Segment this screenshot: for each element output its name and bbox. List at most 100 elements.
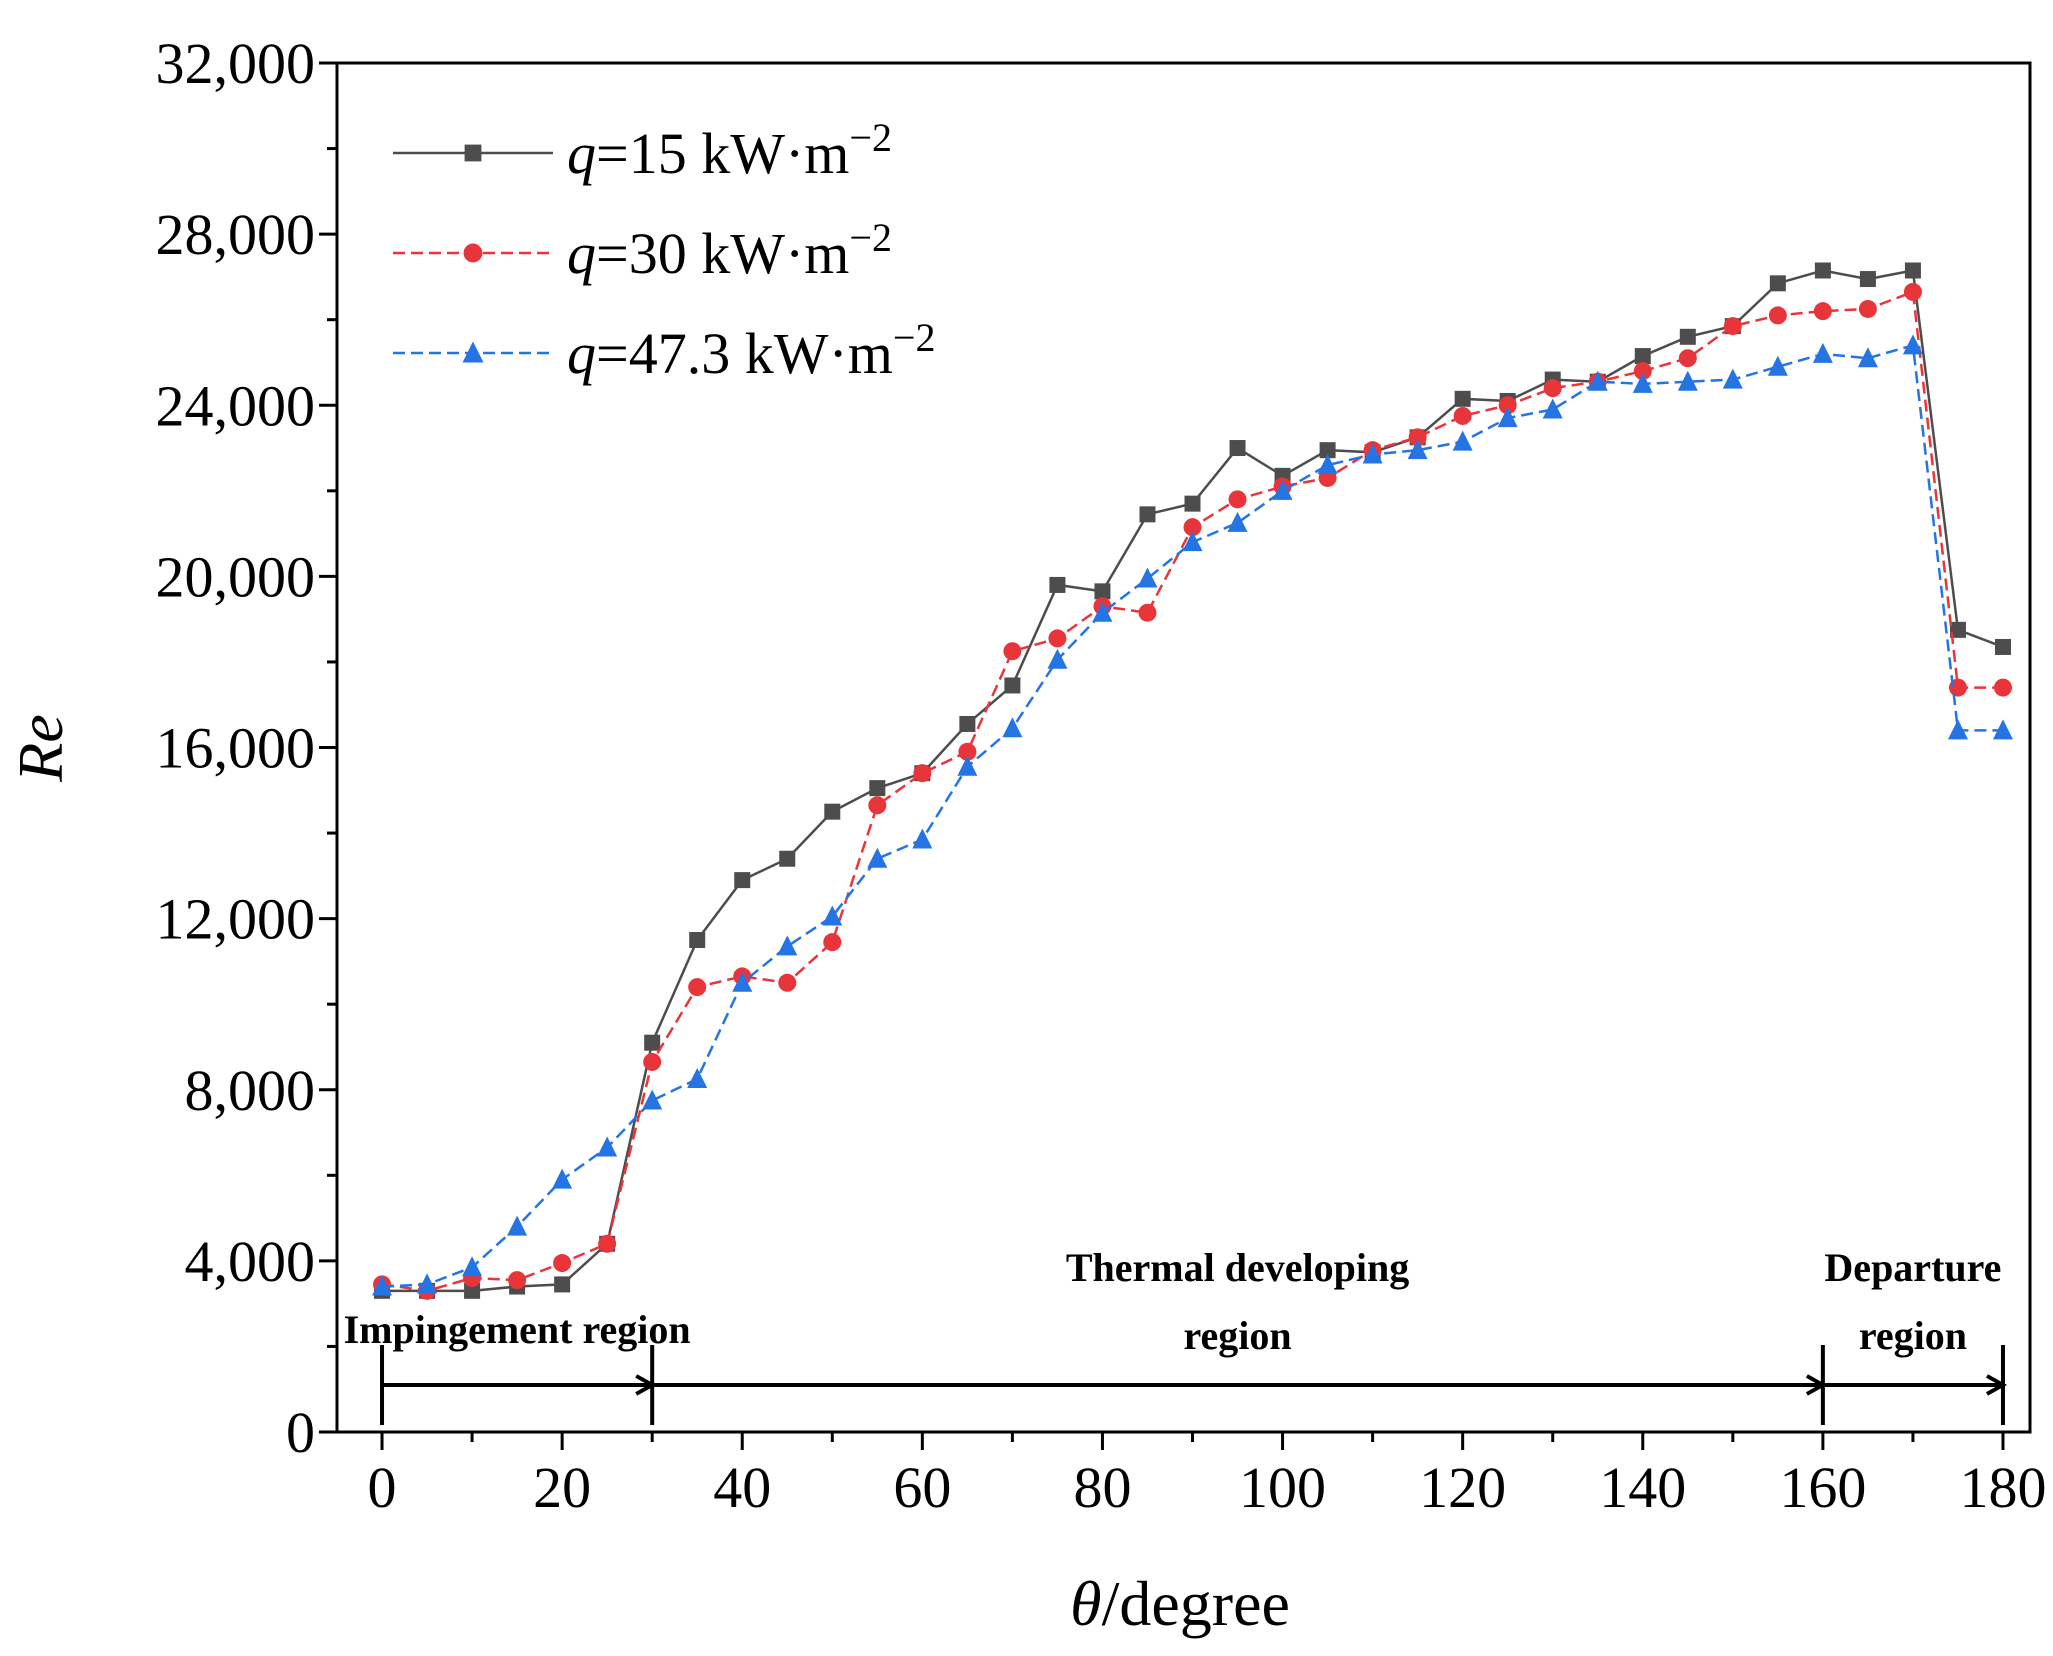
y-tick-label: 16,000 (156, 716, 316, 781)
data-point-triangle (1992, 719, 2013, 740)
data-point-square (1049, 576, 1066, 593)
data-point-triangle (1272, 479, 1293, 500)
data-point-circle (1498, 396, 1517, 415)
legend-label-value: =15 kW·m (596, 121, 849, 186)
data-point-triangle (1137, 567, 1158, 588)
data-point-square (824, 803, 841, 820)
region-label: region (1183, 1313, 1291, 1358)
data-point-circle (1993, 678, 2012, 697)
data-point-square (1814, 262, 1831, 279)
data-point-triangle (1092, 601, 1113, 622)
region-annotations: Impingement region Thermal developing regi… (344, 1245, 2008, 1425)
legend-label-q: q (567, 321, 596, 386)
y-tick-label: 8,000 (185, 1058, 316, 1123)
legend-item: q=30 kW·m−2 (393, 215, 892, 286)
x-axis-ticks: 0 20 40 60 80 100 120 140 160 180 (368, 1432, 2046, 1520)
legend-label: q=30 kW·m−2 (567, 215, 892, 286)
data-point-circle (463, 243, 483, 263)
data-point-triangle (1542, 398, 1563, 419)
data-point-circle (553, 1254, 572, 1273)
x-tick-label: 180 (1959, 1455, 2046, 1520)
data-point-square (734, 872, 751, 889)
data-point-triangle (1677, 370, 1698, 391)
legend-label-exponent: −2 (849, 115, 892, 160)
data-point-triangle (822, 905, 843, 926)
data-point-circle (823, 933, 842, 952)
legend-label-exponent: −2 (849, 215, 892, 260)
data-point-triangle (462, 1256, 483, 1277)
data-point-square (1229, 440, 1246, 457)
x-tick-label: 80 (1073, 1455, 1131, 1520)
region-label: Departure (1824, 1245, 2001, 1290)
data-point-circle (958, 742, 977, 761)
data-point-square (1094, 583, 1111, 600)
legend: q=15 kW·m−2q=30 kW·m−2q=47.3 kW·m−2 (393, 115, 935, 386)
data-point-square (644, 1034, 661, 1051)
data-point-square (464, 144, 482, 162)
data-point-triangle (1227, 511, 1248, 532)
data-point-square (1184, 495, 1201, 512)
data-point-triangle (912, 828, 933, 849)
y-tick-label: 12,000 (156, 887, 316, 952)
x-tick-label: 60 (893, 1455, 951, 1520)
data-point-square (1634, 348, 1651, 365)
data-point-triangle (687, 1068, 708, 1089)
data-point-circle (1678, 349, 1697, 368)
series-line (381, 343, 2003, 1288)
y-tick-label: 24,000 (156, 373, 316, 438)
x-tick-label: 40 (713, 1455, 771, 1520)
region-label: region (1859, 1313, 1967, 1358)
data-point-triangle (1632, 372, 1653, 393)
data-point-triangle (1857, 347, 1878, 368)
legend-label-value: =30 kW·m (596, 221, 849, 286)
data-point-triangle (507, 1215, 528, 1236)
data-point-triangle (867, 847, 888, 868)
data-point-circle (1138, 603, 1157, 622)
region-label: Thermal developing (1066, 1245, 1409, 1290)
x-tick-label: 0 (368, 1455, 397, 1520)
series-line (382, 269, 2004, 1293)
data-point-triangle (777, 935, 798, 956)
data-point-circle (1768, 306, 1787, 325)
legend-item: q=15 kW·m−2 (393, 115, 892, 186)
data-point-square (464, 1282, 481, 1299)
data-point-triangle (1902, 334, 1923, 355)
series-line (381, 290, 2003, 1293)
y-tick-label: 32,000 (156, 31, 316, 96)
data-point-triangle (1497, 407, 1518, 428)
data-point-circle (1543, 379, 1562, 398)
data-point-square (1004, 677, 1021, 694)
data-point-triangle (372, 1275, 393, 1296)
data-point-triangle (957, 755, 978, 776)
data-point-square (779, 850, 796, 867)
data-point-square (1769, 275, 1786, 292)
legend-label: q=47.3 kW·m−2 (567, 315, 935, 386)
region-label: Impingement region (344, 1307, 691, 1352)
data-point-triangle (417, 1273, 438, 1294)
legend-label-q: q (567, 121, 596, 186)
series-1 (374, 262, 2011, 1299)
data-point-square (959, 715, 976, 732)
series-layer (372, 262, 2013, 1300)
data-point-triangle (732, 971, 753, 992)
data-point-circle (1453, 406, 1472, 425)
data-point-circle (1408, 428, 1427, 447)
x-tick-label: 160 (1779, 1455, 1866, 1520)
data-point-triangle (552, 1168, 573, 1189)
data-point-circle (1723, 317, 1742, 336)
data-point-circle (1633, 362, 1652, 381)
data-point-circle (913, 764, 932, 783)
data-point-triangle (1722, 368, 1743, 389)
x-axis-title: θ/degree (1070, 1568, 1290, 1639)
x-tick-label: 100 (1239, 1455, 1326, 1520)
data-point-circle (1003, 642, 1022, 661)
x-tick-label: 120 (1419, 1455, 1506, 1520)
data-point-triangle (1362, 443, 1383, 464)
data-point-circle (778, 973, 797, 992)
data-point-square (1679, 328, 1696, 345)
series-3 (372, 334, 2013, 1296)
data-point-circle (1228, 490, 1247, 509)
x-tick-label: 20 (533, 1455, 591, 1520)
series-2 (373, 282, 2012, 1300)
